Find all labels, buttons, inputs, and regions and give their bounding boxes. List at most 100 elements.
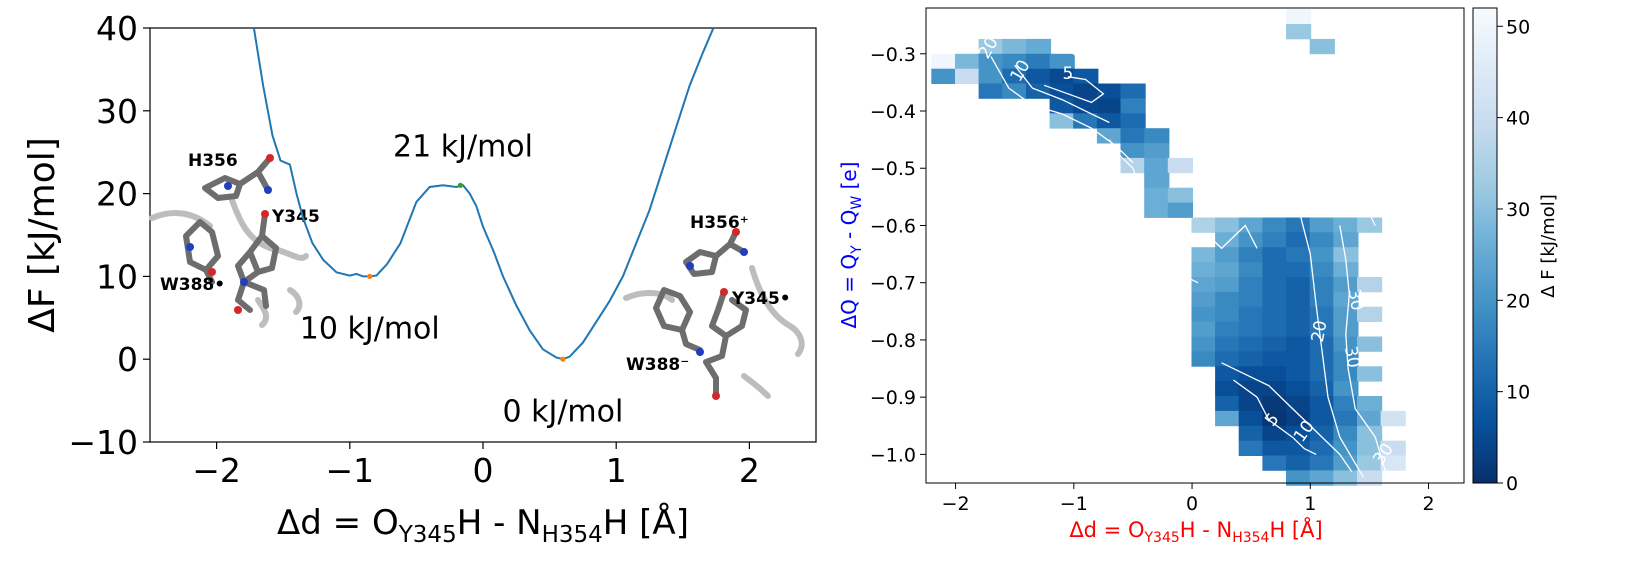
heatmap-cell [1238,381,1264,397]
nitrogen-atom-right-1 [686,262,694,270]
heatmap-cell [1262,440,1288,456]
heatmap-cell [1380,410,1406,427]
heatmap-cell [1286,455,1312,471]
heatmap-cell [1357,217,1383,233]
heatmap-frame [925,7,1465,484]
x-tick-label: 0 [473,451,494,490]
heatmap-cell [1286,396,1312,412]
heatmap-cell [1002,83,1028,99]
heatmap-cell [1191,217,1217,233]
heatmap-cell [1333,396,1359,412]
protein-ribbon-left [149,197,309,328]
heatmap-cell [1238,366,1264,382]
heatmap-cell [1286,351,1312,367]
heatmap-cell [978,53,1004,70]
y-tick-label: −0.6 [870,215,916,237]
heatmap-cell [1238,232,1264,248]
heatmap-cell [1096,98,1123,114]
heatmap-cell [1002,53,1028,70]
heatmap-cell [1215,291,1241,308]
y-tick-label: −0.9 [870,387,916,409]
heatmap-cell [1333,381,1359,397]
heatmap-cell [978,38,1004,55]
heatmap-cell [1238,262,1264,278]
heatmap-cell [931,68,957,84]
heatmap-cell [1215,247,1241,263]
y-tick-label: 10 [96,257,138,296]
heatmap-cell [1262,217,1288,233]
stationary-point-marker [367,273,373,279]
heatmap-cell [1191,277,1217,293]
y-tick-label: 20 [96,175,138,214]
x-tick-label: −1 [1060,493,1088,515]
nitrogen-atom-left-4 [240,278,248,286]
heatmap-cell [1309,262,1335,278]
heatmap-cell [1309,277,1335,293]
heatmap-cell [1262,277,1288,293]
heatmap-cell [1238,410,1264,427]
heatmap-cell [1120,128,1146,144]
heatmap-cell [1262,232,1288,248]
heatmap-cell [1096,128,1123,144]
heatmap-cell [1357,396,1383,412]
heatmap-cell [1191,351,1217,367]
heatmap-cell [1309,470,1335,486]
heatmap-cell [978,68,1004,84]
y-tick-label: −1.0 [870,444,916,466]
heatmap-cell [1215,262,1241,278]
energy-annotation: 21 kJ/mol [393,129,533,164]
heatmap-cell [1309,410,1335,427]
molecular-structure-right: H356⁺ Y345• W388⁻ [623,213,805,400]
y-tick-label: −10 [68,423,138,462]
heatmap-x-axis-label: Δd = OY345H - NH354H [Å] [1069,516,1322,546]
heatmap-cell [1073,68,1099,84]
heatmap-cell [1333,366,1359,382]
heatmap-cell [1215,336,1241,352]
energy-annotations: 21 kJ/mol 10 kJ/mol 0 kJ/mol [300,129,624,429]
heatmap-cell [1238,247,1264,263]
contour-line [1055,47,1081,60]
heatmap-cell [1262,410,1288,427]
heatmap-cell [1120,98,1146,114]
contour-line [1014,64,1110,124]
heatmap-cell [1215,217,1241,233]
y-tick-label: −0.8 [870,330,916,352]
heatmap-cell [1238,291,1264,308]
x-tick-label: 2 [739,451,760,490]
heatmap-cell [955,68,981,84]
heatmap-cell [1309,321,1335,337]
heatmap-cell [1333,306,1359,322]
colorbar [1472,7,1498,484]
heatmap-cell [1333,470,1359,486]
heatmap-cell [1238,306,1264,322]
energy-annotation: 10 kJ/mol [300,312,440,347]
heatmap-cell [1286,470,1312,486]
protein-ribbon-right [623,265,805,399]
x-tick-label: 1 [606,451,627,490]
heatmap-cell [1309,306,1335,322]
heatmap-cell [1286,277,1312,293]
contour-line [1233,379,1317,455]
oxygen-atom-left-4 [234,306,242,314]
heatmap-cell [1309,366,1335,382]
heatmap-y-axis-label: ΔQ = QY - QW [e] [837,161,865,328]
nitrogen-atom-left-1 [224,182,232,190]
heatmap-cell [1286,381,1312,397]
heatmap-cell [1309,440,1335,456]
heatmap-cell [1238,396,1264,412]
heatmap-cell [1357,410,1383,427]
heatmap-cell [1333,262,1359,278]
contour-line [1291,156,1365,478]
colorbar-tick-label: 20 [1506,290,1530,312]
colorbar-tick-label: 40 [1506,108,1530,130]
heatmap-cell [1333,291,1359,308]
energy-annotation: 0 kJ/mol [502,394,623,429]
heatmap-cell [1120,113,1146,129]
colorbar-tick-label: 30 [1506,199,1530,221]
contour-line [1339,225,1388,478]
heatmap-cell [1262,262,1288,278]
heatmap-cell [1215,410,1241,427]
